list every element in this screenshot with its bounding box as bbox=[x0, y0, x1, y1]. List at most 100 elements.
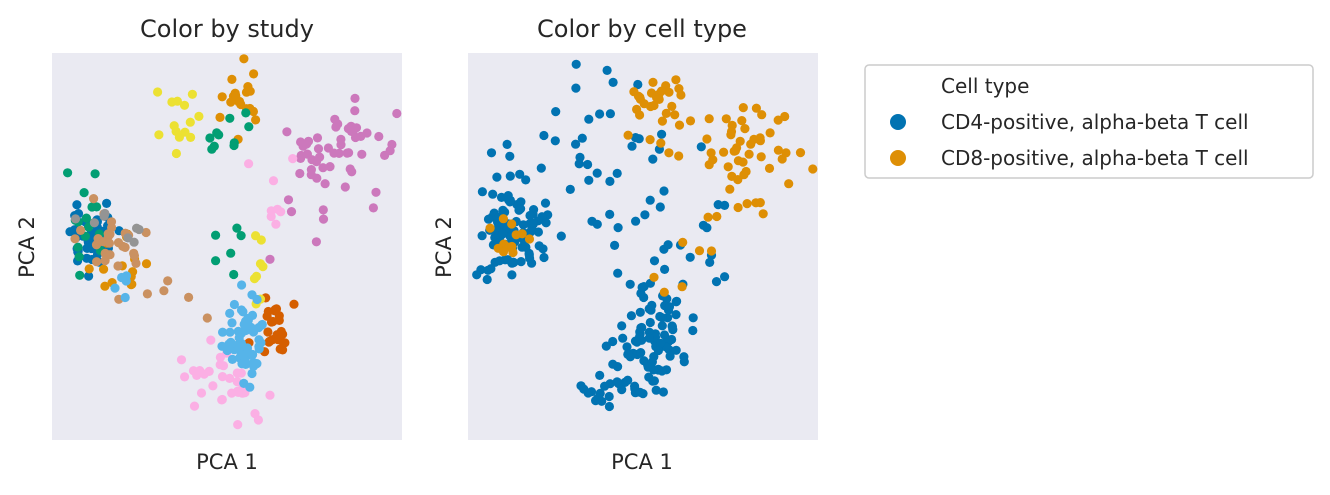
scatter-point bbox=[306, 165, 316, 175]
scatter-point bbox=[76, 225, 86, 235]
scatter-point bbox=[605, 209, 615, 219]
scatter-point bbox=[90, 169, 100, 179]
scatter-point bbox=[612, 377, 622, 387]
scatter-point bbox=[488, 189, 498, 199]
scatter-point bbox=[209, 141, 219, 151]
scatter-point bbox=[667, 322, 678, 332]
scatter-point bbox=[253, 415, 263, 425]
scatter-point bbox=[733, 175, 743, 185]
scatter-point bbox=[282, 127, 292, 137]
scatter-point bbox=[719, 147, 729, 157]
scatter-point bbox=[708, 155, 718, 165]
scatter-point bbox=[758, 209, 768, 219]
scatter-point bbox=[184, 292, 194, 302]
scatter-point bbox=[208, 381, 218, 391]
scatter-point bbox=[336, 140, 346, 150]
scatter-point bbox=[176, 355, 187, 365]
scatter-point bbox=[215, 360, 225, 370]
scatter-point bbox=[318, 163, 328, 173]
scatter-point bbox=[648, 376, 658, 386]
scatter-point bbox=[633, 79, 643, 90]
scatter-point bbox=[348, 126, 358, 136]
scatter-point bbox=[795, 148, 806, 158]
scatter-point bbox=[237, 280, 247, 290]
legend-title: Cell type bbox=[941, 74, 1029, 98]
scatter-point bbox=[613, 268, 623, 278]
scatter-point bbox=[477, 231, 487, 241]
scatter-point bbox=[265, 254, 275, 264]
scatter-point bbox=[601, 341, 611, 351]
scatter-point bbox=[608, 77, 618, 87]
scatter-point bbox=[640, 210, 650, 220]
scatter-point bbox=[283, 195, 294, 205]
scatter-point bbox=[654, 94, 664, 104]
scatter-point bbox=[592, 168, 602, 178]
scatter-point bbox=[371, 187, 381, 197]
scatter-point bbox=[263, 327, 273, 337]
scatter-point bbox=[83, 243, 93, 253]
chart-title-cell-type: Color by cell type bbox=[537, 15, 747, 43]
scatter-point bbox=[623, 349, 633, 359]
scatter-point bbox=[730, 146, 741, 156]
scatter-point bbox=[635, 110, 645, 120]
scatter-point bbox=[265, 336, 275, 346]
scatter-point bbox=[661, 108, 671, 118]
scatter-point bbox=[227, 318, 237, 328]
scatter-point bbox=[141, 259, 152, 269]
legend-label-cd4: CD4-positive, alpha-beta T cell bbox=[941, 110, 1249, 134]
scatter-point bbox=[302, 149, 312, 159]
scatter-point bbox=[296, 153, 306, 163]
scatter-point bbox=[631, 216, 641, 226]
scatter-point bbox=[528, 218, 539, 228]
scatter-point bbox=[636, 348, 646, 358]
scatter-point bbox=[623, 130, 633, 140]
scatter-point bbox=[634, 134, 644, 144]
scatter-point bbox=[637, 322, 647, 333]
scatter-point bbox=[185, 117, 195, 127]
scatter-point bbox=[237, 359, 247, 369]
scatter-point bbox=[539, 252, 549, 263]
scatter-point bbox=[350, 93, 360, 103]
scatter-point bbox=[604, 401, 615, 412]
scatter-point bbox=[268, 176, 279, 186]
scatter-point bbox=[540, 198, 551, 208]
scatter-point bbox=[110, 283, 120, 293]
scatter-point bbox=[227, 74, 237, 84]
scatter-point bbox=[808, 164, 818, 174]
scatter-point bbox=[706, 246, 717, 256]
scatter-point bbox=[711, 277, 722, 287]
scatter-point bbox=[211, 256, 221, 266]
scatter-point bbox=[688, 313, 698, 323]
scatter-point bbox=[757, 110, 767, 120]
scatter-point bbox=[387, 139, 397, 150]
scatter-point bbox=[534, 241, 544, 251]
scatter-point bbox=[84, 264, 94, 274]
scatter-point bbox=[225, 327, 235, 337]
scatter-point bbox=[721, 114, 731, 124]
scatter-point bbox=[241, 108, 251, 118]
scatter-point bbox=[622, 342, 632, 352]
scatter-point bbox=[550, 136, 560, 146]
scatter-point bbox=[659, 186, 669, 196]
scatter-point bbox=[738, 103, 748, 113]
scatter-point bbox=[764, 163, 775, 173]
scatter-point bbox=[485, 223, 495, 233]
scatter-point bbox=[234, 333, 244, 343]
scatter-point bbox=[738, 157, 748, 167]
scatter-point bbox=[265, 390, 275, 400]
scatter-point bbox=[605, 109, 616, 119]
scatter-point bbox=[505, 151, 515, 161]
scatter-point bbox=[610, 240, 620, 250]
scatter-point bbox=[524, 234, 535, 244]
scatter-point bbox=[635, 307, 645, 317]
scatter-point bbox=[749, 134, 759, 144]
scatter-point bbox=[612, 168, 622, 178]
scatter-point bbox=[674, 151, 684, 161]
scatter-point bbox=[670, 110, 680, 120]
scatter-point bbox=[579, 384, 589, 394]
y-axis-label-study: PCA 2 bbox=[15, 216, 39, 278]
scatter-point bbox=[577, 133, 587, 143]
scatter-point bbox=[225, 373, 235, 383]
scatter-point bbox=[229, 269, 239, 280]
scatter-point bbox=[202, 313, 212, 323]
